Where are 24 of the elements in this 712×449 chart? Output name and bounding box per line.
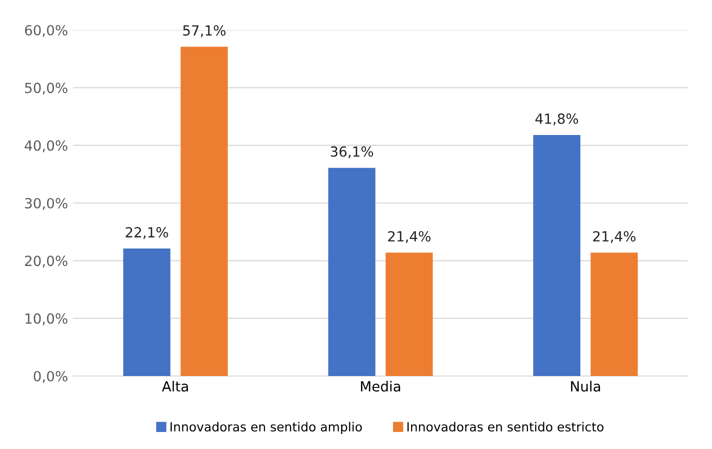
bar — [123, 248, 170, 376]
data-label: 21,4% — [593, 231, 636, 243]
legend-label: Innovadoras en sentido estricto — [407, 422, 604, 432]
y-tick-label: 20,0% — [25, 256, 68, 268]
y-tick-label: 60,0% — [24, 24, 68, 37]
y-tick-label: 30,0% — [25, 198, 68, 210]
y-tick-label: 50,0% — [25, 82, 68, 95]
x-tick-label: Alta — [162, 380, 188, 392]
data-label: 57,1% — [183, 25, 226, 38]
bar — [533, 134, 580, 376]
x-tick-label: Media — [361, 380, 400, 392]
data-label: 36,1% — [330, 146, 374, 158]
y-tick-label: 40,0% — [24, 140, 68, 152]
data-label: 41,8% — [535, 113, 578, 126]
data-label: 21,4% — [388, 231, 430, 243]
bar — [590, 252, 638, 376]
data-label: 22,1% — [126, 227, 168, 239]
bar — [180, 46, 228, 376]
bar — [386, 252, 433, 376]
x-tick-label: Nula — [571, 380, 600, 392]
legend-label: Innovadoras en sentido amplio — [170, 422, 362, 434]
bar — [328, 168, 376, 376]
y-tick-label: 0,0% — [34, 370, 68, 383]
y-tick-label: 10,0% — [26, 313, 68, 326]
